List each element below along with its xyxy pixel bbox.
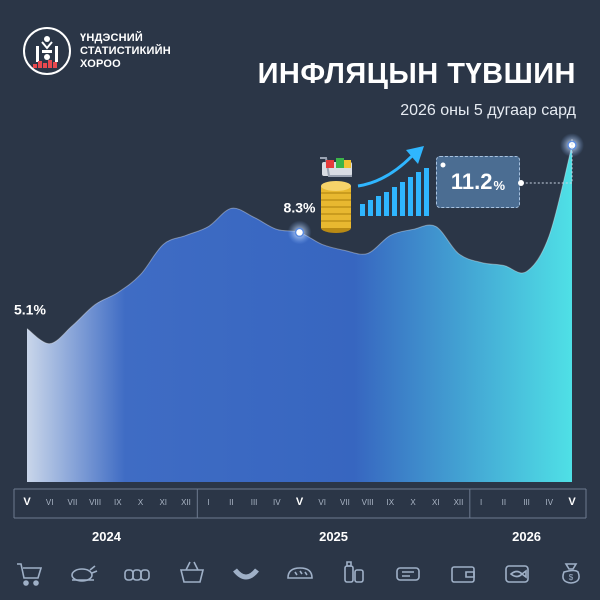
org-name: ҮНДЭСНИЙ СТАТИСТИКИЙН ХОРОО bbox=[80, 31, 171, 70]
money-bag-icon: $ bbox=[562, 563, 580, 584]
household-goods-icon bbox=[344, 561, 364, 583]
highlight-unit: % bbox=[493, 177, 506, 193]
x-tick-label: XII bbox=[181, 498, 191, 507]
x-tick-label: VII bbox=[68, 498, 78, 507]
highlight-callout: 11.2 % bbox=[436, 156, 520, 208]
x-tick-label: VI bbox=[318, 498, 326, 507]
meat-icon bbox=[396, 567, 421, 581]
x-tick-label: X bbox=[138, 498, 144, 507]
x-tick-label: VI bbox=[46, 498, 54, 507]
x-tick-label: I bbox=[208, 498, 210, 507]
highlight-value: 11.2 bbox=[450, 169, 493, 194]
data-label: 8.3% bbox=[284, 199, 316, 215]
x-tick-label: IX bbox=[387, 498, 395, 507]
x-tick-label: VII bbox=[340, 498, 350, 507]
x-tick-label: I bbox=[480, 498, 482, 507]
x-tick-label: IV bbox=[273, 498, 281, 507]
coins-cart-growth-illustration bbox=[320, 146, 429, 233]
x-tick-label: XI bbox=[159, 498, 167, 507]
canned-fish-icon bbox=[504, 565, 529, 583]
coin-stack-icon bbox=[321, 181, 351, 233]
growth-bars-icon bbox=[360, 168, 429, 216]
shopping-cart-icon bbox=[17, 563, 43, 586]
data-label: 5.1% bbox=[14, 302, 46, 318]
x-tick-label: X bbox=[410, 498, 416, 507]
growth-arrow-icon bbox=[357, 154, 414, 188]
roast-chicken-icon bbox=[71, 565, 98, 582]
grocery-basket-icon bbox=[179, 561, 204, 583]
year-label: 2024 bbox=[92, 529, 122, 544]
category-icons-row: $ bbox=[14, 558, 586, 588]
inflation-area-chart: V VI VII VIII IX X XI XII I II III IV V VI VII VIII IX X X… bbox=[13, 133, 587, 544]
data-point-marker bbox=[294, 227, 305, 238]
x-tick-label: II bbox=[229, 498, 233, 507]
x-tick-label: V bbox=[296, 496, 304, 508]
shopping-cart-icon bbox=[320, 157, 352, 177]
callout-leader bbox=[521, 139, 573, 184]
x-tick-label: III bbox=[251, 498, 258, 507]
bread-loaves-icon bbox=[124, 569, 151, 581]
svg-text:$: $ bbox=[569, 573, 574, 582]
x-tick-label: XI bbox=[432, 498, 440, 507]
x-tick-label: VIII bbox=[89, 498, 101, 507]
sausage-icon bbox=[232, 568, 259, 580]
nso-emblem-icon bbox=[23, 27, 71, 75]
page-title: ИНФЛЯЦЫН ТҮВШИН bbox=[257, 58, 576, 90]
x-tick-label: V bbox=[23, 496, 31, 508]
wallet-icon bbox=[450, 566, 475, 583]
x-tick-label: XII bbox=[454, 498, 464, 507]
year-label: 2026 bbox=[512, 529, 541, 544]
year-label: 2025 bbox=[319, 529, 348, 544]
x-tick-label: IV bbox=[546, 498, 554, 507]
x-tick-label: V bbox=[568, 496, 576, 508]
leader-dot bbox=[518, 180, 524, 186]
x-tick-label: IX bbox=[114, 498, 122, 507]
x-tick-label: II bbox=[502, 498, 506, 507]
nso-logo: ҮНДЭСНИЙ СТАТИСТИКИЙН ХОРОО bbox=[22, 26, 175, 76]
x-tick-label: III bbox=[523, 498, 530, 507]
page-subtitle: 2026 оны 5 дугаар сард bbox=[400, 102, 576, 119]
bread-loaf-icon bbox=[287, 567, 313, 579]
x-tick-label: VIII bbox=[362, 498, 374, 507]
callout-dot bbox=[440, 162, 446, 168]
inflation-area bbox=[27, 145, 572, 482]
